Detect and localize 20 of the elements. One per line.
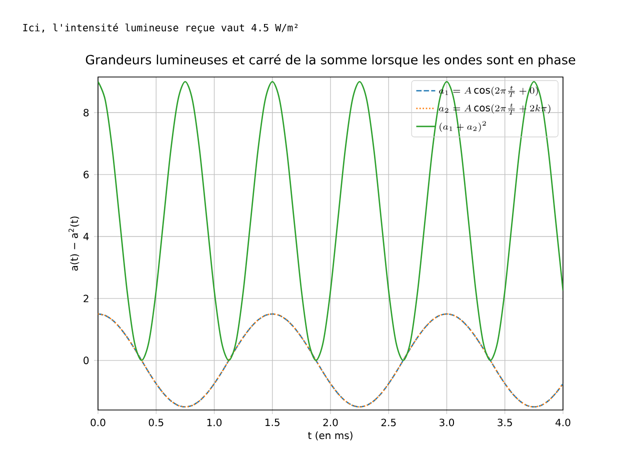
line-series	[98, 80, 563, 362]
x-tick-label: 3.0	[440, 418, 454, 426]
x-tick-label: 0.5	[148, 418, 164, 426]
line-series	[98, 313, 563, 408]
x-tick-label: 1.5	[266, 418, 280, 426]
x-tick-label: 4.0	[556, 418, 570, 426]
x-tick-label: 2.5	[381, 418, 396, 426]
y-tick-label: 2	[84, 294, 88, 302]
chart-title: Grandeurs lumineuses et carré de la somme lorsque les ondes sont en phase	[86, 54, 576, 67]
text: Ici, l'intensité lumineuse reçue vaut 4.5 W/m²	[23, 23, 298, 34]
y-tick-label: 6	[84, 170, 89, 178]
x-tick-label: 3.5	[498, 418, 512, 426]
x-axis-title: t (en ms)	[308, 431, 352, 440]
y-tick-label: 4	[83, 232, 89, 240]
x-tick-label: 0.0	[90, 418, 106, 426]
y-tick-label: 8	[84, 108, 89, 116]
y-axis-title: a(t) − a$^{2}$(t)	[68, 216, 80, 271]
x-tick-label: 1.0	[207, 418, 222, 426]
x-tick-label: 2.0	[323, 418, 338, 426]
y-tick-label: 0	[84, 356, 89, 364]
